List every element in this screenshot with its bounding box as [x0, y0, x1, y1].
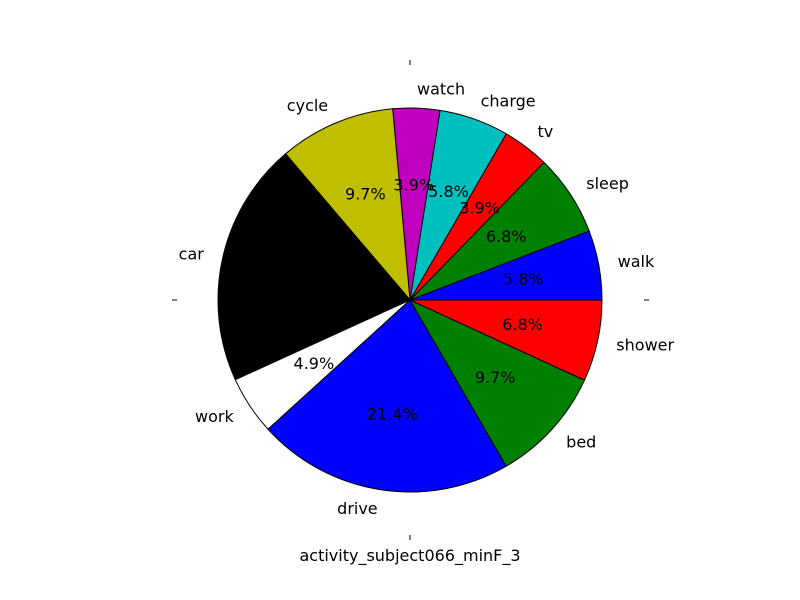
slice-label-tv: tv	[538, 122, 554, 141]
slice-label-work: work	[195, 407, 234, 426]
slice-label-cycle: cycle	[287, 96, 328, 115]
axis-ticks	[172, 60, 649, 540]
pie-slice-car	[217, 153, 411, 381]
slice-label-bed: bed	[566, 433, 596, 452]
percent-label-charge: 5.8%	[428, 182, 469, 201]
slice-label-shower: shower	[616, 336, 674, 355]
percent-label-drive: 21.4%	[367, 404, 418, 423]
percent-label-cycle: 9.7%	[345, 184, 386, 203]
percent-label-sleep: 6.8%	[486, 227, 527, 246]
slice-label-walk: walk	[618, 252, 655, 271]
slice-label-watch: watch	[417, 79, 465, 98]
pie-slice-shower	[409, 299, 603, 381]
percent-label-tv: 3.9%	[459, 199, 500, 218]
slice-label-charge: charge	[481, 91, 536, 110]
percent-label-walk: 5.8%	[503, 269, 544, 288]
pie-slice-drive	[267, 299, 507, 493]
percent-label-bed: 9.7%	[475, 368, 516, 387]
slice-label-drive: drive	[337, 499, 378, 518]
slice-label-sleep: sleep	[586, 174, 629, 193]
percent-label-work: 4.9%	[294, 354, 335, 373]
pie-slice-bed	[409, 299, 585, 467]
percent-labels: 5.8%6.8%3.9%5.8%3.9%9.7%4.9%21.4%9.7%6.8…	[294, 175, 544, 423]
pie-slices	[217, 107, 603, 493]
percent-label-shower: 6.8%	[502, 315, 543, 334]
pie-slice-cycle	[285, 108, 411, 301]
slice-label-car: car	[179, 245, 205, 264]
percent-label-watch: 3.9%	[394, 175, 435, 194]
x-axis-label: activity_subject066_minF_3	[299, 546, 520, 566]
